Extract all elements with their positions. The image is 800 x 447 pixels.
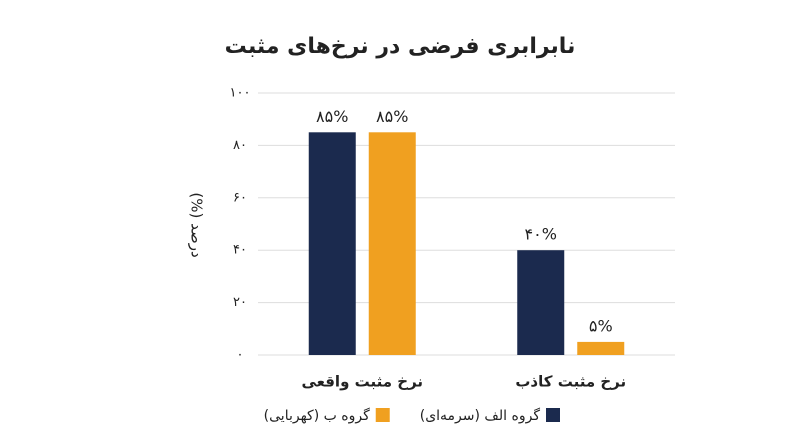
legend-label: گروه ب (کهربایی) [264,407,370,424]
legend-swatch [546,408,560,422]
x-tick-label: نرخ مثبت کاذب [515,373,626,391]
value-label: ۴۰% [525,225,557,244]
y-tick-label: ۰ [237,348,244,363]
y-tick-label: ۱۰۰ [230,86,251,101]
legend-swatch [375,408,390,422]
bar [577,341,625,355]
bar [308,132,356,355]
bar [517,250,565,355]
y-tick-label: ۶۰ [233,190,247,205]
bar [368,132,416,355]
x-tick-label: نرخ مثبت واقعی [301,373,423,391]
legend-label: گروه الف (سرمه‌ای) [420,407,541,424]
y-tick-label: ۴۰ [233,243,247,258]
value-label: ۸۵% [316,107,348,126]
chart-title: نابرابری فرضی در نرخ‌های مثبت [225,34,576,59]
value-label: ۸۵% [376,107,408,126]
y-tick-label: ۲۰ [233,295,247,310]
value-label: ۵% [589,316,613,335]
y-axis-label: درصد (%) [188,192,206,257]
y-tick-label: ۸۰ [233,138,247,153]
